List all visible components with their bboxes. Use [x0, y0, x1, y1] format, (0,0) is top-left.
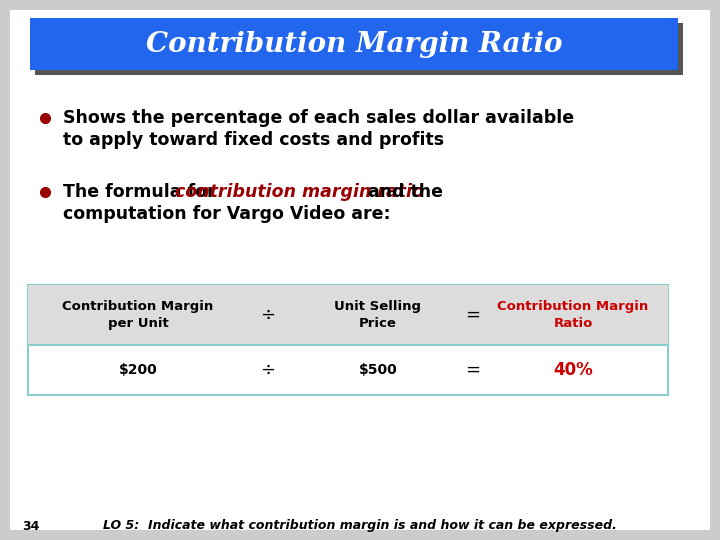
Text: =: =: [466, 361, 480, 379]
Text: contribution margin ratio: contribution margin ratio: [175, 183, 424, 201]
Text: Unit Selling
Price: Unit Selling Price: [335, 300, 421, 330]
Text: computation for Vargo Video are:: computation for Vargo Video are:: [63, 205, 391, 223]
Text: $500: $500: [359, 363, 397, 377]
Text: The formula for: The formula for: [63, 183, 222, 201]
Bar: [28, 285, 668, 395]
Text: to apply toward fixed costs and profits: to apply toward fixed costs and profits: [63, 131, 444, 149]
Text: $200: $200: [119, 363, 158, 377]
Text: Contribution Margin
Ratio: Contribution Margin Ratio: [498, 300, 649, 330]
Bar: [35, 23, 683, 75]
Text: ÷: ÷: [261, 306, 276, 324]
Bar: [30, 18, 678, 70]
Text: 40%: 40%: [553, 361, 593, 379]
Text: =: =: [466, 306, 480, 324]
Text: Shows the percentage of each sales dollar available: Shows the percentage of each sales dolla…: [63, 109, 574, 127]
Text: and the: and the: [362, 183, 444, 201]
Text: LO 5:  Indicate what contribution margin is and how it can be expressed.: LO 5: Indicate what contribution margin …: [103, 519, 617, 532]
Text: 34: 34: [22, 519, 40, 532]
Text: ÷: ÷: [261, 361, 276, 379]
Bar: [28, 285, 668, 345]
Text: Contribution Margin
per Unit: Contribution Margin per Unit: [63, 300, 214, 330]
Text: Contribution Margin Ratio: Contribution Margin Ratio: [145, 30, 562, 57]
